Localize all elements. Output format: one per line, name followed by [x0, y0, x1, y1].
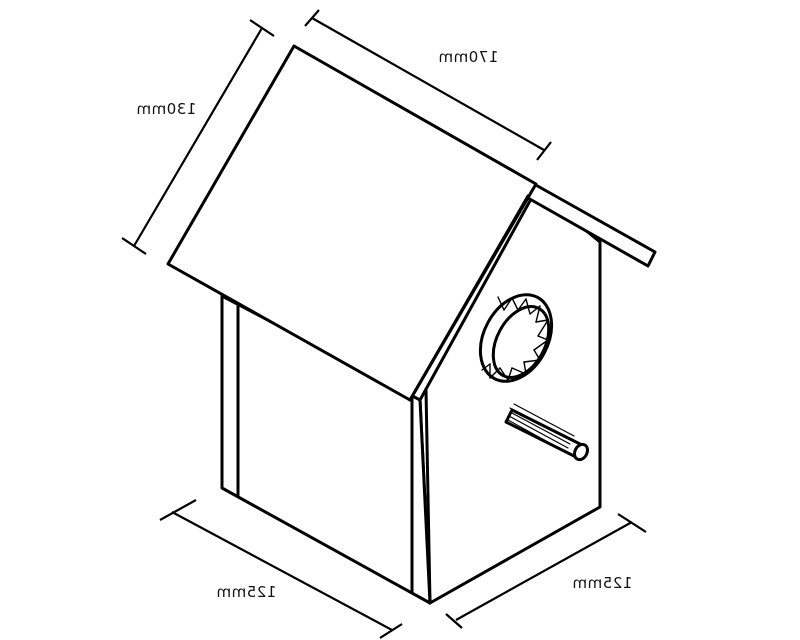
- front-wall: [220, 294, 432, 605]
- front-corner-line: [424, 388, 432, 605]
- perch: [504, 403, 589, 462]
- roof-depth-label: 130mm: [136, 100, 197, 118]
- dimension-base-front: [159, 499, 403, 639]
- dimension-roof-width: [304, 9, 552, 161]
- dimension-roof-depth: [121, 19, 275, 255]
- dimension-base-side: [445, 513, 647, 629]
- base-front-label: 125mm: [216, 583, 277, 601]
- roof-width-label: 170mm: [438, 48, 499, 66]
- roof-edge-line: [408, 194, 530, 402]
- base-side-label: 125mm: [572, 574, 633, 592]
- entrance-hole: [478, 293, 554, 383]
